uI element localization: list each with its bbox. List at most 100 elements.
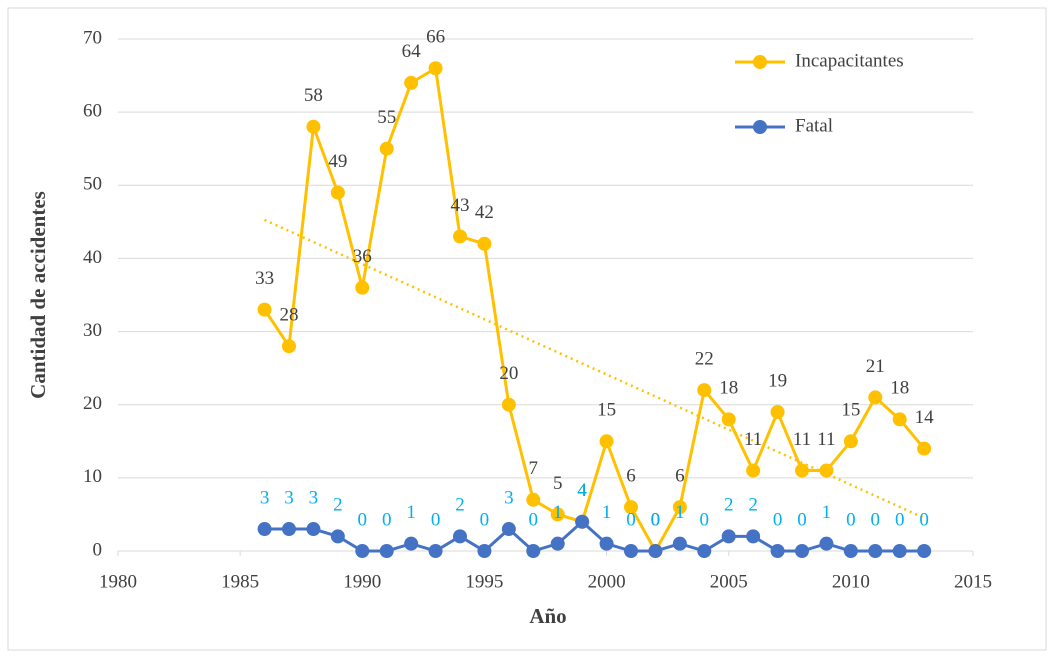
data-label: 0 xyxy=(529,509,539,530)
data-label: 2 xyxy=(748,495,758,516)
data-point xyxy=(379,141,394,156)
data-label: 20 xyxy=(499,363,518,384)
data-label: 22 xyxy=(695,348,714,369)
data-point xyxy=(795,463,809,478)
data-label: 0 xyxy=(431,509,441,530)
data-label: 0 xyxy=(871,509,881,530)
data-point xyxy=(746,529,761,544)
data-label: 3 xyxy=(284,487,294,508)
data-point xyxy=(672,500,687,515)
data-point xyxy=(306,119,321,134)
data-point xyxy=(624,544,638,558)
data-point xyxy=(355,544,370,558)
data-point xyxy=(721,529,736,544)
data-label: 6 xyxy=(626,465,636,486)
data-point xyxy=(330,185,345,200)
data-label: 4 xyxy=(577,480,587,501)
data-point xyxy=(428,61,443,76)
data-point xyxy=(526,544,541,558)
data-point xyxy=(526,492,541,507)
data-label: 0 xyxy=(651,509,661,530)
x-tick-label: 1990 xyxy=(343,571,381,592)
data-point xyxy=(746,463,761,478)
legend-label: Fatal xyxy=(795,115,833,136)
x-axis-title: Año xyxy=(529,604,566,628)
data-label: 58 xyxy=(304,85,323,106)
data-point xyxy=(550,536,565,551)
data-label: 3 xyxy=(260,487,270,508)
data-label: 18 xyxy=(719,378,738,399)
y-tick-label: 0 xyxy=(93,539,103,560)
data-point xyxy=(404,75,419,90)
data-label: 3 xyxy=(309,487,319,508)
data-point xyxy=(795,544,809,558)
data-point xyxy=(257,302,272,317)
data-label: 11 xyxy=(793,429,811,450)
data-point xyxy=(697,383,712,398)
data-point xyxy=(257,522,272,537)
data-label: 1 xyxy=(553,502,563,523)
series-line xyxy=(264,519,925,553)
legend-marker xyxy=(753,120,767,134)
data-point xyxy=(819,463,834,478)
data-label: 0 xyxy=(797,509,807,530)
data-label: 1 xyxy=(675,502,685,523)
data-label: 0 xyxy=(358,509,368,530)
data-label: 0 xyxy=(895,509,905,530)
x-tick-label: 2005 xyxy=(710,571,748,592)
x-tick-label: 2015 xyxy=(954,571,992,592)
data-point xyxy=(648,544,663,558)
data-label: 1 xyxy=(406,502,416,523)
data-label: 11 xyxy=(817,429,835,450)
data-label: 14 xyxy=(915,407,935,428)
data-label: 0 xyxy=(846,509,856,530)
x-tick-label: 2000 xyxy=(588,571,626,592)
y-tick-label: 10 xyxy=(83,466,102,487)
data-label: 49 xyxy=(328,151,347,172)
data-point xyxy=(624,500,638,515)
data-point xyxy=(697,544,712,558)
data-label: 11 xyxy=(744,429,762,450)
y-tick-label: 50 xyxy=(83,174,102,195)
data-label: 0 xyxy=(700,509,710,530)
data-label: 33 xyxy=(255,268,274,289)
data-point xyxy=(917,441,932,456)
data-label: 2 xyxy=(455,495,465,516)
y-tick-label: 60 xyxy=(83,101,102,122)
data-label: 1 xyxy=(822,502,832,523)
data-point xyxy=(770,405,785,420)
data-point xyxy=(721,412,736,427)
data-point xyxy=(501,397,516,412)
data-point xyxy=(599,536,614,551)
x-tick-label: 1985 xyxy=(221,571,259,592)
data-point xyxy=(330,529,345,544)
data-point xyxy=(404,536,419,551)
data-point xyxy=(477,544,492,558)
data-point xyxy=(453,529,467,544)
data-point xyxy=(819,536,834,551)
data-label: 43 xyxy=(451,195,470,216)
data-point xyxy=(477,236,492,251)
data-label: 0 xyxy=(919,509,929,530)
chart-border xyxy=(7,7,1047,651)
y-tick-label: 40 xyxy=(83,247,102,268)
data-point xyxy=(379,544,394,558)
data-point xyxy=(917,544,932,558)
data-point xyxy=(843,544,858,558)
data-point xyxy=(550,507,565,522)
x-tick-label: 2010 xyxy=(832,571,870,592)
data-label: 0 xyxy=(480,509,490,530)
trendline xyxy=(264,218,925,520)
y-tick-label: 30 xyxy=(83,320,102,341)
y-tick-label: 70 xyxy=(83,27,102,48)
data-label: 0 xyxy=(626,509,636,530)
data-label: 0 xyxy=(651,509,661,530)
data-label: 0 xyxy=(382,509,392,530)
data-label: 6 xyxy=(675,465,685,486)
data-point xyxy=(672,536,687,551)
y-axis-title: Cantidad de accidentes xyxy=(26,191,50,399)
y-tick-label: 20 xyxy=(83,393,102,414)
data-label: 5 xyxy=(553,473,563,494)
x-tick-label: 1980 xyxy=(99,571,137,592)
data-label: 7 xyxy=(529,458,539,479)
